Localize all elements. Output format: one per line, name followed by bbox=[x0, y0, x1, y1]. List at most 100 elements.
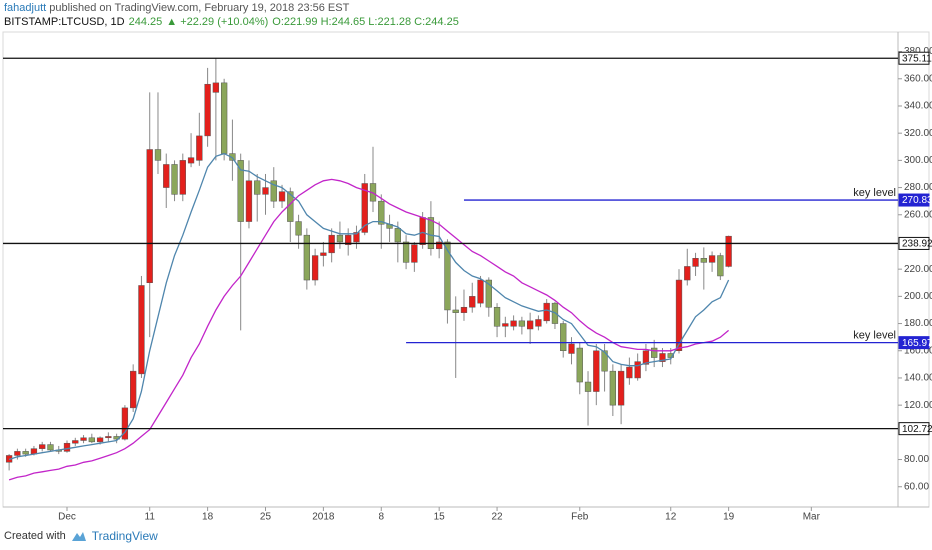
candle-body bbox=[675, 279, 683, 352]
candle-body bbox=[708, 255, 716, 263]
candle-body bbox=[576, 347, 583, 383]
price-tag-label: 238.92 bbox=[902, 239, 932, 250]
candle-body bbox=[402, 241, 410, 263]
candle-body bbox=[659, 353, 666, 362]
x-tick-label: 2018 bbox=[312, 512, 335, 523]
header-line: BITSTAMP:LTCUSD, 1D 244.25 ▲ +22.29 (+10.0… bbox=[4, 15, 459, 29]
candle-body bbox=[584, 381, 592, 392]
candle-body bbox=[526, 320, 534, 330]
candle-body bbox=[130, 370, 137, 409]
x-tick-label: 15 bbox=[434, 512, 446, 523]
candle-body bbox=[245, 180, 253, 222]
candle-body bbox=[22, 451, 29, 455]
x-tick-label: 11 bbox=[145, 512, 156, 523]
price: 244.25 bbox=[128, 16, 163, 28]
y-tick-label: 380.00 bbox=[904, 46, 932, 57]
annotation: key level bbox=[853, 330, 896, 342]
y-tick-label: 280.00 bbox=[904, 182, 932, 193]
candle-body bbox=[72, 440, 79, 444]
brand[interactable]: TradingView bbox=[91, 529, 158, 543]
candle-body bbox=[518, 320, 526, 327]
price-tag-label: 375.11 bbox=[902, 53, 932, 64]
candle-body bbox=[378, 200, 385, 225]
y-tick-label: 180.00 bbox=[904, 318, 932, 329]
y-tick-label: 320.00 bbox=[904, 128, 932, 139]
candle-body bbox=[469, 296, 476, 308]
candle-body bbox=[642, 350, 650, 365]
candle-body bbox=[345, 234, 352, 245]
x-tick-label: 25 bbox=[260, 512, 272, 523]
candle-body bbox=[270, 180, 277, 202]
header-line: fahadjutt published on TradingView.com, … bbox=[4, 1, 459, 15]
y-tick-label: 220.00 bbox=[904, 264, 932, 275]
y-tick-label: 340.00 bbox=[904, 101, 932, 112]
candle-body bbox=[14, 451, 21, 456]
x-tick-label: 8 bbox=[378, 512, 384, 523]
price-tag-label: 165.97 bbox=[902, 338, 932, 349]
candle-body bbox=[353, 232, 360, 243]
candle-body bbox=[39, 444, 46, 449]
y-tick-label: 80.00 bbox=[904, 454, 929, 465]
x-tick-label: Mar bbox=[803, 512, 821, 523]
candle-body bbox=[320, 252, 327, 256]
candle-body bbox=[311, 255, 319, 281]
candle-body bbox=[212, 82, 220, 93]
candle-body bbox=[47, 444, 54, 451]
candle-body bbox=[485, 279, 492, 308]
candle-body bbox=[510, 320, 517, 327]
x-tick-label: Dec bbox=[58, 512, 76, 523]
y-tick-label: 200.00 bbox=[904, 291, 932, 302]
price-tag bbox=[898, 51, 930, 65]
candle-body bbox=[88, 437, 95, 443]
x-tick-label: 18 bbox=[202, 512, 214, 523]
candle-body bbox=[452, 309, 459, 313]
candle-body bbox=[684, 266, 691, 281]
candle-body bbox=[154, 149, 162, 161]
y-tick-label: 260.00 bbox=[904, 209, 932, 220]
candle-body bbox=[411, 244, 418, 263]
candle-body bbox=[254, 180, 261, 195]
logo bbox=[71, 532, 86, 541]
candle-body bbox=[725, 235, 732, 267]
y-tick-label: 300.00 bbox=[904, 155, 932, 166]
candle-body bbox=[651, 347, 658, 358]
x-tick-label: 19 bbox=[723, 512, 735, 523]
candle-body bbox=[105, 436, 112, 439]
y-tick-label: 360.00 bbox=[904, 73, 932, 84]
candle-body bbox=[163, 164, 170, 188]
symbol: BITSTAMP:LTCUSD, 1D bbox=[4, 16, 125, 28]
candle-body bbox=[303, 234, 310, 281]
candle-body bbox=[568, 343, 575, 354]
candle-body bbox=[502, 323, 509, 327]
candle-body bbox=[179, 160, 186, 195]
candle-body bbox=[361, 183, 368, 233]
x-tick-label: Feb bbox=[571, 512, 589, 523]
candle-body bbox=[336, 234, 344, 243]
candle-body bbox=[593, 350, 600, 392]
candle-body bbox=[419, 217, 426, 245]
candle-body bbox=[601, 350, 608, 372]
candle-body bbox=[444, 241, 451, 311]
candle-body bbox=[121, 407, 129, 440]
x-tick-label: 22 bbox=[491, 512, 503, 523]
candle-body bbox=[617, 370, 625, 406]
price-tag-label: 270.83 bbox=[902, 195, 932, 206]
candle-body bbox=[460, 306, 468, 313]
candle-body bbox=[204, 83, 211, 137]
candle-body bbox=[535, 319, 542, 327]
candle-body bbox=[493, 306, 501, 327]
y-tick-label: 120.00 bbox=[904, 400, 932, 411]
candle-body bbox=[427, 217, 435, 250]
candle-body bbox=[609, 370, 616, 406]
ohlc: O:221.99 H:244.65 L:221.28 C:244.25 bbox=[272, 16, 459, 28]
author[interactable]: fahadjutt bbox=[4, 2, 47, 14]
price-tag-label: 102.72 bbox=[902, 424, 932, 435]
candle-body bbox=[692, 258, 699, 267]
candle-body bbox=[237, 160, 244, 222]
annotation: key level bbox=[853, 187, 896, 199]
candle-body bbox=[63, 442, 71, 452]
footer: Created with TradingView bbox=[4, 529, 158, 543]
candle-body bbox=[80, 437, 87, 441]
x-tick-label: 12 bbox=[665, 512, 677, 523]
